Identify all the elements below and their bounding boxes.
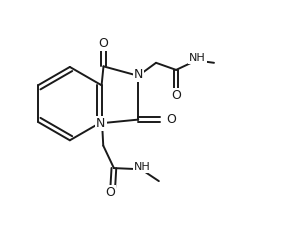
Text: N: N <box>96 117 106 130</box>
Text: NH: NH <box>189 53 206 63</box>
Text: O: O <box>99 37 108 50</box>
Text: NH: NH <box>134 162 151 172</box>
Text: O: O <box>105 186 115 199</box>
Text: O: O <box>172 89 181 102</box>
Text: N: N <box>133 68 143 81</box>
Text: O: O <box>166 113 176 126</box>
